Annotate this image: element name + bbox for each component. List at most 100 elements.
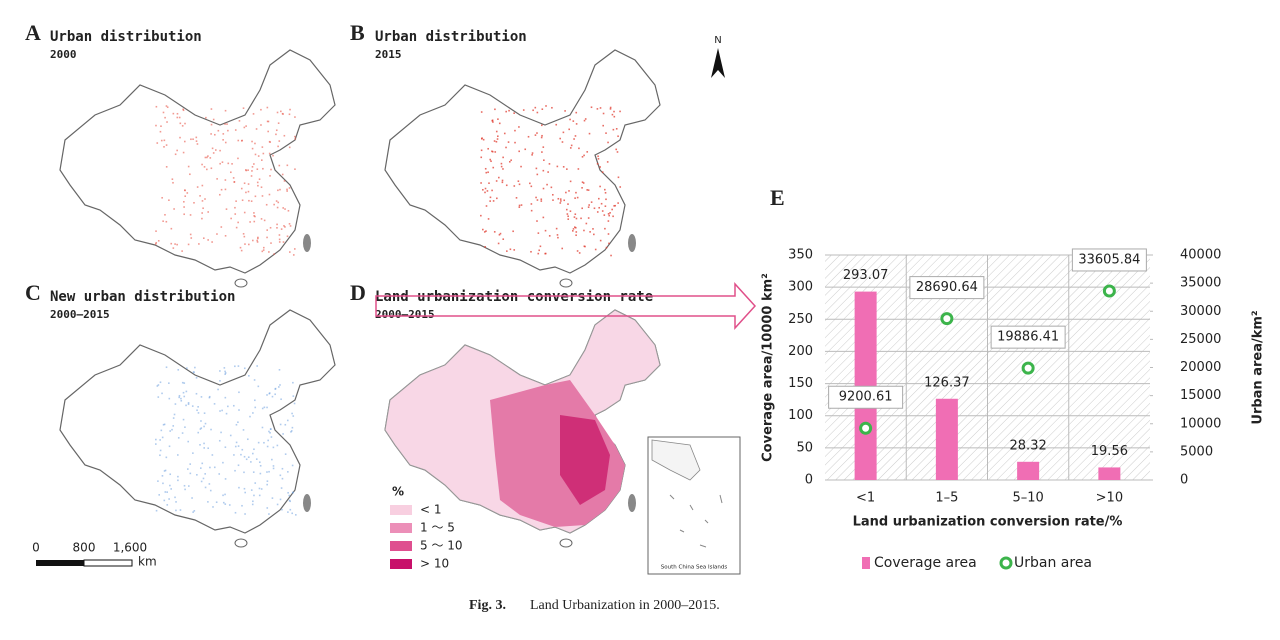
scale-label: 800 (73, 541, 96, 555)
legend-swatch (390, 523, 412, 533)
urban-dot (164, 491, 167, 493)
urban-dot (243, 235, 246, 238)
urban-dot (495, 180, 498, 182)
urban-dot (604, 227, 606, 230)
urban-dot (520, 165, 522, 168)
urban-dot (237, 221, 239, 224)
urban-dot (196, 474, 198, 476)
urban-dot (266, 406, 268, 409)
urban-dot (604, 191, 607, 194)
scale-unit: km (138, 555, 157, 569)
urban-dot (239, 246, 242, 249)
urban-dot (227, 162, 230, 165)
hainan (559, 278, 573, 288)
urban-dot (594, 248, 597, 251)
y2-tick-label: 35000 (1180, 276, 1221, 291)
urban-dot (232, 404, 235, 407)
urban-dot (173, 413, 176, 416)
urban-dot (256, 239, 258, 242)
urban-dot (262, 249, 265, 251)
urban-dot (587, 206, 590, 208)
bar-value-label: 126.37 (924, 375, 970, 390)
urban-dot (574, 226, 577, 229)
urban-dot (284, 226, 286, 228)
urban-dot (193, 201, 195, 204)
urban-dot (291, 512, 294, 515)
urban-dot (214, 133, 216, 136)
urban-dot (574, 197, 576, 199)
urban-dot (165, 105, 168, 107)
urban-dot (219, 370, 221, 372)
urban-dot (253, 220, 256, 223)
urban-dot (271, 458, 273, 461)
urban-dot (224, 446, 227, 449)
urban-dot (249, 221, 251, 223)
urban-dot (240, 249, 243, 252)
urban-dot (502, 168, 504, 170)
urban-dot (536, 173, 539, 176)
urban-dot (294, 168, 296, 170)
x-tick-label: <1 (856, 491, 875, 506)
urban-dot (250, 489, 253, 491)
urban-dot (269, 175, 271, 177)
urban-dot (193, 371, 195, 374)
urban-dot (527, 135, 530, 138)
point (1102, 284, 1116, 298)
urban-dot (269, 431, 271, 434)
urban-dot (541, 151, 543, 153)
urban-dot (617, 135, 619, 138)
urban-dot (289, 225, 292, 227)
urban-dot (574, 135, 577, 137)
urban-dot (182, 108, 184, 111)
urban-dot (287, 491, 289, 494)
inset: South China Sea Islands (647, 436, 741, 575)
urban-dot (187, 468, 189, 470)
urban-dot (159, 454, 161, 457)
urban-dot (189, 233, 192, 236)
legend-label: Coverage area (874, 555, 977, 571)
urban-dot (613, 205, 615, 207)
urban-dot (177, 475, 179, 478)
urban-dot (494, 108, 496, 111)
urban-dot (294, 116, 296, 118)
urban-dot (283, 180, 286, 182)
urban-dot (508, 109, 510, 112)
urban-dot (289, 251, 291, 253)
point (1021, 361, 1035, 375)
urban-dot (196, 409, 198, 412)
urban-dot (165, 456, 168, 459)
urban-dot (244, 513, 246, 515)
urban-dot (202, 237, 205, 239)
urban-dot (291, 491, 294, 494)
urban-dot (514, 129, 516, 132)
urban-dot (183, 200, 185, 203)
urban-dot (220, 431, 222, 434)
urban-dot (217, 388, 219, 391)
urban-dot (231, 163, 233, 165)
urban-dot (222, 494, 224, 497)
urban-dot (234, 511, 237, 514)
urban-dot (583, 119, 586, 122)
legend-label: Urban area (1014, 555, 1092, 571)
urban-dot (160, 429, 163, 432)
urban-dot (569, 210, 572, 212)
urban-dot (272, 446, 275, 449)
y-tick-label: 50 (796, 440, 813, 455)
urban-dot (551, 106, 553, 109)
bar-value-label: 28.32 (1010, 438, 1047, 453)
legend-unit: % (392, 485, 404, 499)
urban-dot (503, 132, 506, 135)
urban-dot (195, 140, 198, 142)
urban-dot (292, 395, 295, 397)
urban-dot (537, 232, 540, 234)
urban-dot (218, 473, 221, 475)
urban-dot (281, 477, 284, 480)
urban-dot (159, 449, 162, 452)
urban-dot (261, 146, 264, 148)
y-tick-label: 200 (788, 344, 813, 359)
value-label-box (990, 325, 1066, 349)
urban-dot (267, 439, 269, 442)
urban-dot (242, 429, 245, 431)
hainan (234, 278, 248, 288)
urban-dot (280, 487, 283, 489)
